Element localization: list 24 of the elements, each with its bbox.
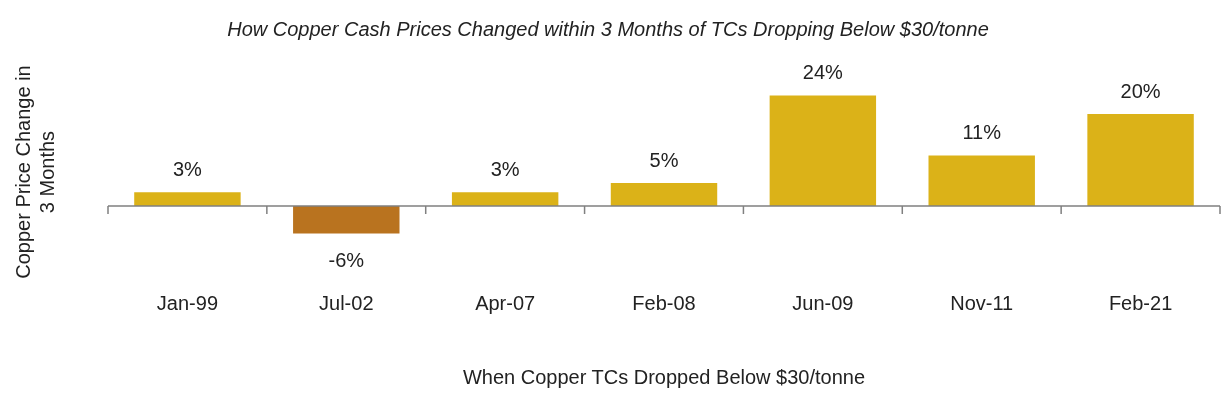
data-label: 3% <box>172 157 203 180</box>
data-label: -6% <box>328 249 365 272</box>
x-tick-label: Jan-99 <box>156 291 219 314</box>
bar <box>451 192 559 206</box>
bar <box>1087 114 1194 206</box>
x-tick-label: Apr-07 <box>475 291 536 314</box>
x-axis-title: When Copper TCs Dropped Below $30/tonne <box>462 365 866 388</box>
bar <box>610 183 718 206</box>
bar <box>134 192 241 206</box>
bar <box>293 206 400 234</box>
x-tick-label: Feb-21 <box>1108 291 1173 314</box>
x-tick-label: Jun-09 <box>792 291 854 314</box>
bar <box>769 95 877 206</box>
x-tick-label: Feb-08 <box>632 291 696 314</box>
data-label: 20% <box>1120 79 1161 102</box>
bar <box>928 155 1035 206</box>
chart-title: How Copper Cash Prices Changed within 3 Months of TCs Dropping Below $30/tonne <box>226 17 990 42</box>
x-tick-label: Nov-11 <box>950 291 1014 314</box>
x-tick-label: Jul-02 <box>319 291 374 314</box>
data-label: 3% <box>490 157 520 180</box>
data-label: 5% <box>649 148 679 171</box>
data-label: 24% <box>802 61 844 84</box>
y-axis-title: Copper Price Change in 3 Months <box>11 64 59 281</box>
data-label: 11% <box>962 120 1002 143</box>
